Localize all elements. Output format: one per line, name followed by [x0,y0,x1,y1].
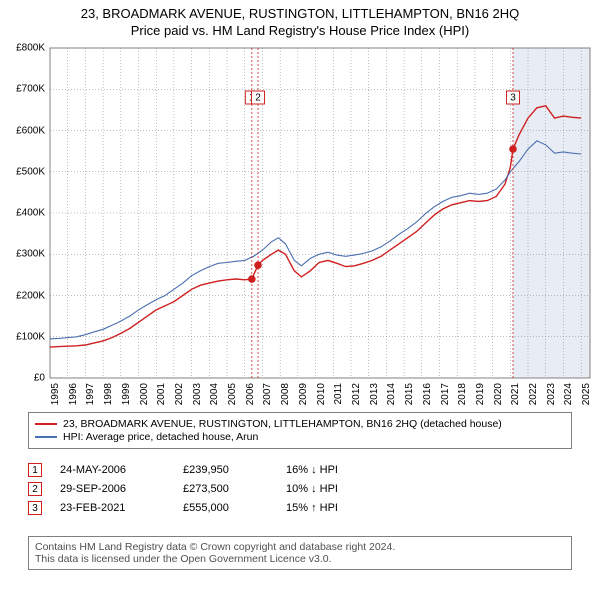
x-tick-label: 2003 [192,383,203,405]
event-dot [509,145,517,153]
chart-svg: 123 [50,48,590,378]
x-tick-label: 2005 [227,383,238,405]
event-number-box: 1 [28,463,42,477]
event-row: 1 24-MAY-2006 £239,950 16% ↓ HPI [28,463,572,477]
event-price: £273,500 [183,483,268,495]
y-tick-label: £400K [5,208,45,219]
x-tick-label: 2012 [351,383,362,405]
x-tick-label: 2006 [245,383,256,405]
x-tick-label: 2019 [475,383,486,405]
legend-label: HPI: Average price, detached house, Arun [63,431,258,443]
x-tick-label: 2010 [316,383,327,405]
event-price: £555,000 [183,502,268,514]
x-tick-label: 2023 [546,383,557,405]
chart: 123 £0£100K£200K£300K£400K£500K£600K£700… [50,48,590,378]
y-tick-label: £300K [5,249,45,260]
y-tick-label: £800K [5,43,45,54]
event-dot [254,261,262,269]
footer-line-1: Contains HM Land Registry data © Crown c… [35,541,565,553]
event-date: 24-MAY-2006 [60,464,165,476]
y-tick-label: £0 [5,373,45,384]
y-tick-label: £500K [5,166,45,177]
x-tick-label: 2011 [333,383,344,405]
event-delta: 15% ↑ HPI [286,502,338,514]
x-tick-label: 2013 [369,383,380,405]
page-title: 23, BROADMARK AVENUE, RUSTINGTON, LITTLE… [0,6,600,21]
page-subtitle: Price paid vs. HM Land Registry's House … [0,23,600,38]
legend-swatch [35,436,57,438]
y-tick-label: £600K [5,125,45,136]
x-tick-label: 2002 [174,383,185,405]
title-block: 23, BROADMARK AVENUE, RUSTINGTON, LITTLE… [0,0,600,38]
event-label-text: 3 [510,93,516,104]
x-tick-label: 2001 [156,383,167,405]
footer-line-2: This data is licensed under the Open Gov… [35,553,565,565]
y-tick-label: £700K [5,84,45,95]
event-dot [248,275,256,283]
legend-label: 23, BROADMARK AVENUE, RUSTINGTON, LITTLE… [63,418,502,430]
event-label-text: 2 [255,93,261,104]
x-tick-label: 1999 [121,383,132,405]
x-tick-label: 2020 [493,383,504,405]
event-number-box: 2 [28,482,42,496]
x-tick-label: 1997 [85,383,96,405]
x-tick-label: 2008 [280,383,291,405]
event-row: 3 23-FEB-2021 £555,000 15% ↑ HPI [28,501,572,515]
x-tick-label: 2016 [422,383,433,405]
x-tick-label: 2000 [139,383,150,405]
footer: Contains HM Land Registry data © Crown c… [28,536,572,570]
x-tick-label: 2009 [298,383,309,405]
event-date: 29-SEP-2006 [60,483,165,495]
page: 23, BROADMARK AVENUE, RUSTINGTON, LITTLE… [0,0,600,590]
x-tick-label: 1998 [103,383,114,405]
legend: 23, BROADMARK AVENUE, RUSTINGTON, LITTLE… [28,412,572,449]
x-tick-label: 2022 [528,383,539,405]
x-tick-label: 1996 [68,383,79,405]
event-delta: 16% ↓ HPI [286,464,338,476]
event-price: £239,950 [183,464,268,476]
legend-swatch [35,423,57,425]
x-tick-label: 2017 [440,383,451,405]
event-number-box: 3 [28,501,42,515]
x-tick-label: 2025 [581,383,592,405]
x-tick-label: 2014 [386,383,397,405]
x-tick-label: 2015 [404,383,415,405]
legend-row: 23, BROADMARK AVENUE, RUSTINGTON, LITTLE… [35,418,565,430]
legend-row: HPI: Average price, detached house, Arun [35,431,565,443]
x-tick-label: 2004 [209,383,220,405]
event-row: 2 29-SEP-2006 £273,500 10% ↓ HPI [28,482,572,496]
events-table: 1 24-MAY-2006 £239,950 16% ↓ HPI 2 29-SEP-200… [28,458,572,520]
x-tick-label: 1995 [50,383,61,405]
x-tick-label: 2018 [457,383,468,405]
x-tick-label: 2021 [510,383,521,405]
event-date: 23-FEB-2021 [60,502,165,514]
y-tick-label: £200K [5,290,45,301]
x-tick-label: 2007 [262,383,273,405]
event-delta: 10% ↓ HPI [286,483,338,495]
x-tick-label: 2024 [563,383,574,405]
y-tick-label: £100K [5,331,45,342]
